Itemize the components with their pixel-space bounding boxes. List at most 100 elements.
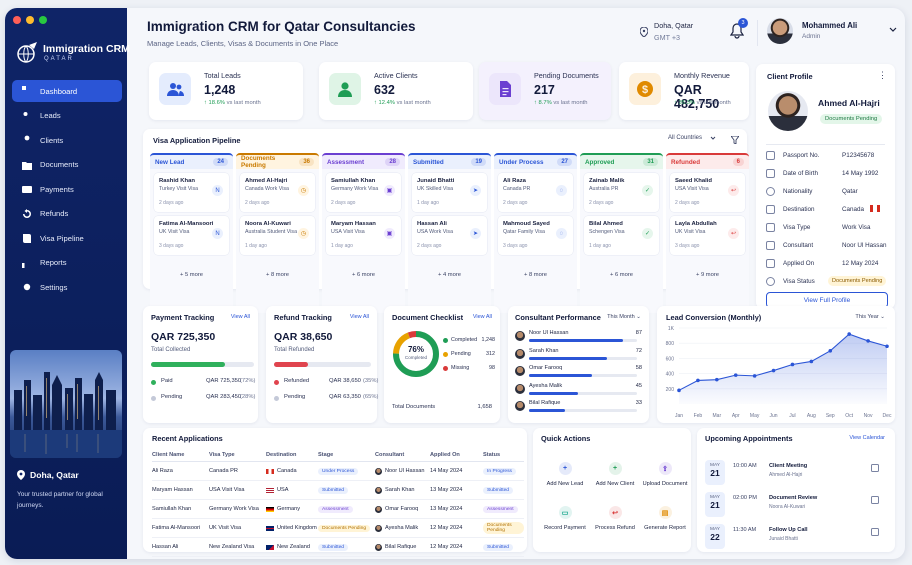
pipeline-card[interactable]: Mahmoud Sayed Qatar Family Visa 3 days ago…	[498, 216, 573, 255]
maximize-dot[interactable]	[39, 16, 47, 24]
sidebar-item-clients[interactable]: Clients	[12, 129, 122, 151]
series-area	[679, 334, 887, 404]
sidebar-item-visa-pipeline[interactable]: Visa Pipeline	[12, 227, 122, 249]
payments-caption: Total Collected	[151, 347, 191, 353]
sidebar-item-reports[interactable]: Reports	[12, 252, 122, 274]
view-calendar-link[interactable]: View Calendar	[849, 435, 885, 441]
quick-action-add-new-lead[interactable]: + Add New Lead	[538, 462, 592, 487]
pipeline-card[interactable]: Ahmed Al-Hajri Canada Work Visa 2 days ago…	[240, 173, 315, 212]
pipeline-card[interactable]: Ali Raza Canada PR 2 days ago ◌	[498, 173, 573, 212]
country-filter[interactable]: All Countries	[668, 135, 716, 141]
card-date: 2 days ago	[503, 200, 528, 206]
appointment-item[interactable]: MAY 21 02:00 PM Document Review Noora Al-Kuw…	[705, 492, 885, 522]
table-row[interactable]: Ali Raza Canada PR Canada Under Process Noor…	[152, 462, 524, 481]
card-visa-type: Germany Work Visa	[331, 186, 379, 192]
appointment-time: 02:00 PM	[733, 495, 757, 501]
pipeline-card[interactable]: Bilal Ahmed Schengen Visa 1 day ago ✓	[584, 216, 659, 255]
kpi-change-note: vs last month	[553, 100, 588, 106]
data-point-nov[interactable]	[866, 339, 870, 343]
quick-action-add-new-client[interactable]: + Add New Client	[588, 462, 642, 487]
table-row[interactable]: Maryam Hassan USA Visit Visa USA Submitted S…	[152, 481, 524, 500]
pipeline-card[interactable]: Layla Abdullah UK Visit Visa 3 days ago ↩	[670, 216, 745, 255]
appointment-day: 21	[710, 500, 720, 510]
quick-action-generate-report[interactable]: ▤ Generate Report	[638, 506, 692, 531]
sidebar-item-label: Settings	[40, 282, 68, 292]
documents-view-all[interactable]: View All	[472, 314, 492, 320]
score-bar	[529, 374, 592, 377]
user-menu[interactable]: Mohammed Ali Admin	[767, 18, 897, 48]
show-more-link[interactable]: + 8 more	[523, 272, 548, 278]
card-client-name: Rashid Khan	[159, 178, 196, 184]
chevron-down-icon	[889, 27, 897, 32]
show-more-link[interactable]: + 8 more	[265, 272, 290, 278]
sidebar-item-dashboard[interactable]: Dashboard	[12, 80, 122, 102]
calendar-icon[interactable]	[871, 464, 879, 472]
sidebar-item-payments[interactable]: Payments	[12, 178, 122, 200]
pipeline-card[interactable]: Samiullah Khan Germany Work Visa 2 days ag…	[326, 173, 401, 212]
appointment-item[interactable]: MAY 22 11:30 AM Follow Up Call Junaid Bhatti	[705, 524, 885, 554]
destination-icon	[766, 204, 775, 214]
sidebar-item-settings[interactable]: Settings	[12, 276, 122, 298]
minimize-dot[interactable]	[26, 16, 34, 24]
kpi-value: 632	[374, 83, 395, 97]
table-row[interactable]: Hassan Ali New Zealand Visa New Zealand Sub…	[152, 538, 524, 557]
calendar-icon[interactable]	[871, 496, 879, 504]
pipeline-card[interactable]: Fatima Al-Mansoori UK Visit Visa 3 days ag…	[154, 216, 229, 255]
pipeline-card[interactable]: Hassan Ali USA Work Visa 2 days ago ➤	[412, 216, 487, 255]
refunds-view-all[interactable]: View All	[349, 314, 369, 320]
quick-action-record-payment[interactable]: ▭ Record Payment	[538, 506, 592, 531]
data-point-mar[interactable]	[715, 377, 719, 382]
client-profile-panel: Client Profile ⋮ Ahmed Al-Hajri Document…	[756, 64, 895, 309]
data-point-dec[interactable]	[885, 344, 889, 349]
pipeline-card[interactable]: Saeed Khalid USA Visit Visa 2 days ago ↩	[670, 173, 745, 212]
sidebar-item-documents[interactable]: Documents	[12, 154, 122, 176]
pipeline-card[interactable]: Rashid Khan Turkey Visit Visa 2 days ago N	[154, 173, 229, 212]
show-more-link[interactable]: + 9 more	[695, 272, 720, 278]
consultant: Sarah Khan	[385, 487, 415, 493]
data-point-may[interactable]	[752, 374, 757, 378]
data-point-jul[interactable]	[790, 362, 795, 367]
conversion-filter[interactable]: This Year ⌄	[855, 314, 885, 320]
sidebar: Immigration CRM QATAR Dashboard Leads Clie…	[5, 8, 130, 559]
sidebar-item-refunds[interactable]: Refunds	[12, 203, 122, 225]
data-point-sep[interactable]	[828, 349, 833, 353]
show-more-link[interactable]: + 4 more	[437, 272, 462, 278]
close-dot[interactable]	[13, 16, 21, 24]
sidebar-item-label: Refunds	[40, 209, 69, 218]
show-more-link[interactable]: + 6 more	[351, 272, 376, 278]
show-more-link[interactable]: + 6 more	[609, 272, 634, 278]
column-title: New Lead	[155, 158, 185, 166]
payments-view-all[interactable]: View All	[230, 314, 250, 320]
consultant-filter[interactable]: This Month ⌄	[607, 314, 641, 320]
pipeline-card[interactable]: Junaid Bhatti UK Skilled Visa 1 day ago ➤	[412, 173, 487, 212]
data-point-apr[interactable]	[733, 373, 738, 377]
filter-icon[interactable]	[731, 136, 739, 144]
quick-action-label: Upload Document	[642, 481, 688, 487]
notification-badge: 3	[738, 18, 748, 28]
show-more-link[interactable]: + 5 more	[179, 272, 204, 278]
quick-action-process-refund[interactable]: ↩ Process Refund	[588, 506, 642, 531]
table-row[interactable]: Fatima Al-Mansoori UK Visit Visa United Ki…	[152, 519, 524, 538]
sidebar-item-label: Documents	[40, 160, 79, 169]
sidebar-item-leads[interactable]: Leads	[12, 105, 122, 127]
data-point-feb[interactable]	[696, 378, 700, 383]
pipeline-card[interactable]: Maryam Hassan USA Visit Visa 1 day ago ▣	[326, 216, 401, 255]
appointment-item[interactable]: MAY 21 10:00 AM Client Meeting Ahmed Al-Hajr…	[705, 460, 885, 490]
status-badge: Documents Pending	[483, 522, 524, 534]
card-client-name: Noora Al-Kuwari	[245, 221, 291, 227]
table-row[interactable]: Samiullah Khan Germany Work Visa Germany As…	[152, 500, 524, 519]
data-point-oct[interactable]	[847, 332, 851, 336]
pipeline-card[interactable]: Zainab Malik Australia PR 2 days ago ✓	[584, 173, 659, 212]
calendar-icon[interactable]	[871, 528, 879, 536]
quick-action-upload-document[interactable]: ⇪ Upload Document	[638, 462, 692, 487]
card-date: 1 day ago	[589, 243, 611, 249]
svg-text:$: $	[642, 84, 648, 96]
more-icon[interactable]: ⋮	[878, 70, 887, 80]
consultant: Ayesha Malik	[385, 525, 419, 531]
pipeline-card[interactable]: Noora Al-Kuwari Australia Student Visa 1 d…	[240, 216, 315, 255]
consultant-name: Noor Ul Hassan	[529, 330, 569, 336]
data-point-jun[interactable]	[771, 368, 776, 373]
data-point-jan[interactable]	[677, 388, 681, 393]
data-point-aug[interactable]	[809, 359, 814, 364]
notification-button[interactable]: 3	[729, 18, 748, 44]
